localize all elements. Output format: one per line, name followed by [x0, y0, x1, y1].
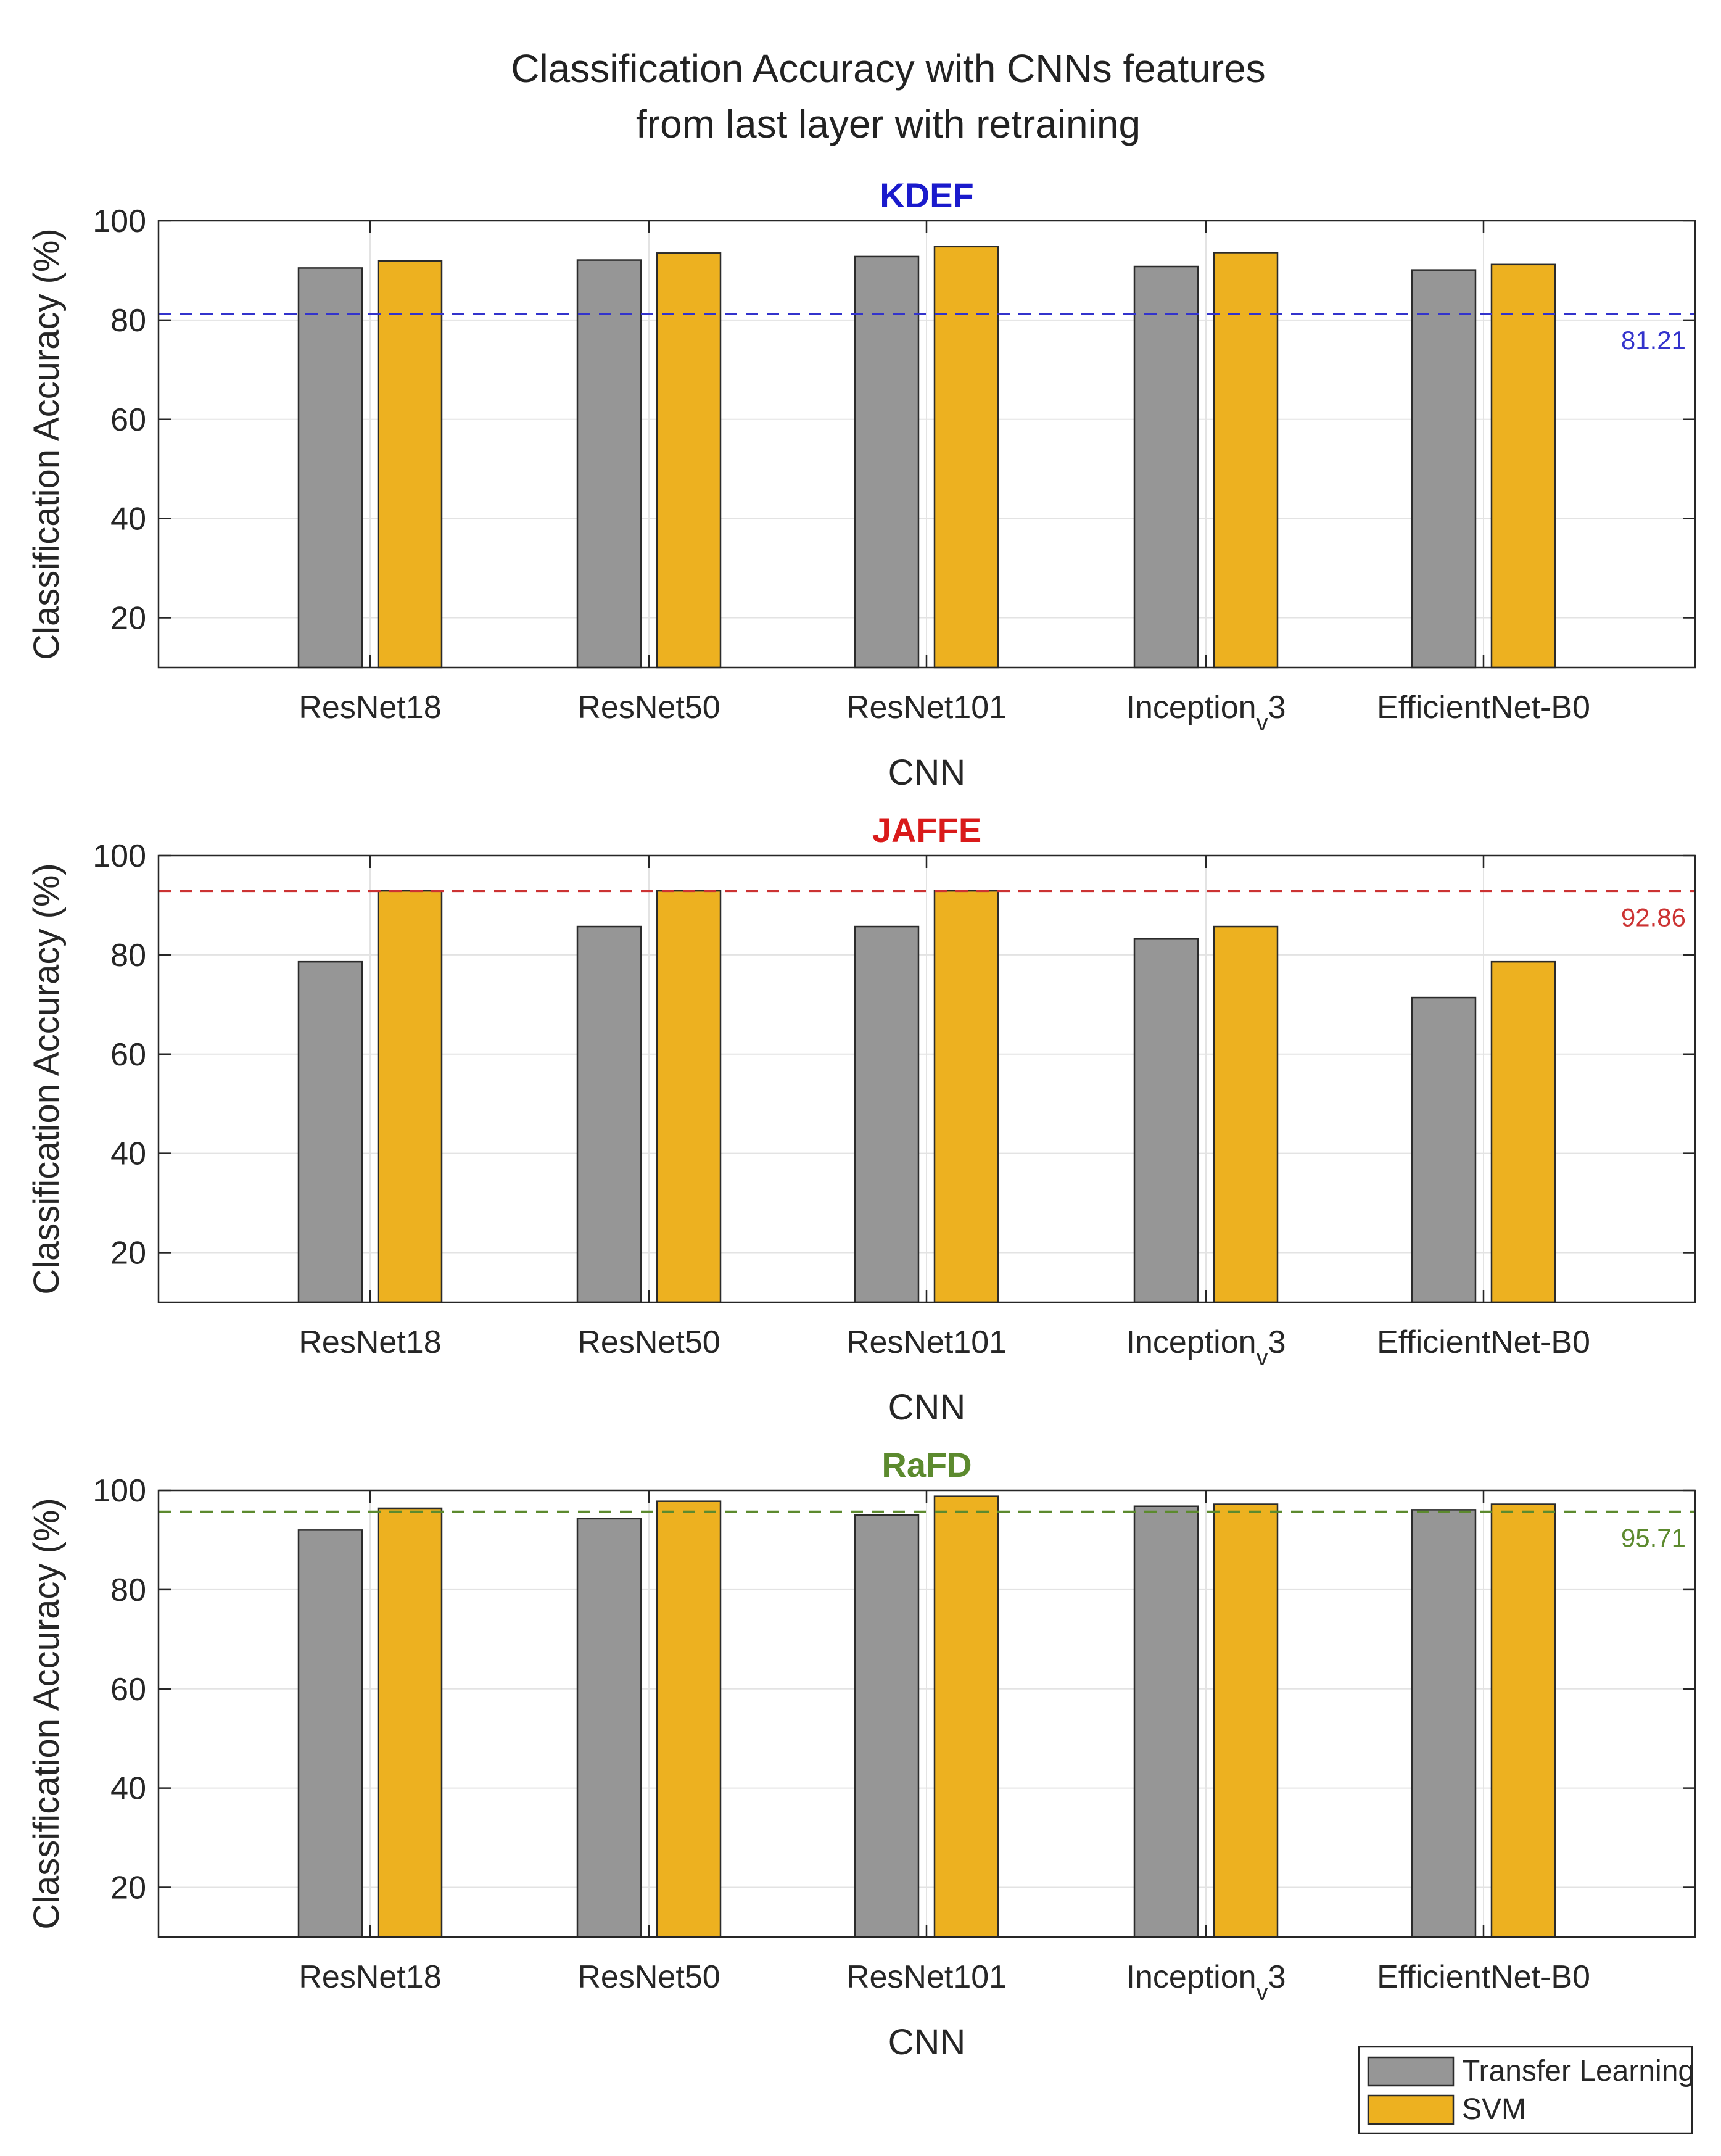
- reference-line-label: 81.21: [1621, 326, 1686, 355]
- x-axis-label: CNN: [888, 1387, 966, 1427]
- bar-transfer-learning-resnet101: [854, 1514, 920, 1938]
- x-tick-label: ResNet101: [846, 1959, 1007, 1995]
- bar-svm-inception-v3: [1213, 925, 1279, 1303]
- bar-svm-resnet18: [377, 260, 443, 669]
- bar-transfer-learning-resnet18: [297, 267, 363, 669]
- y-tick-label: 80: [110, 303, 146, 339]
- x-axis-label: CNN: [888, 753, 966, 793]
- y-tick-label: 80: [110, 1572, 146, 1608]
- chart-panels: 81.21 20 40 60 80 100 ResNet18 ResNet50 ResNet10…: [27, 176, 1696, 2062]
- legend-label: SVM: [1462, 2093, 1526, 2126]
- y-tick-label: 100: [93, 1473, 146, 1509]
- y-tick-label: 80: [110, 938, 146, 973]
- bar-svm-efficientnet-b0: [1490, 263, 1556, 669]
- bar-svm-resnet101: [933, 890, 999, 1303]
- bar-transfer-learning-resnet50: [576, 259, 642, 669]
- figure-title-line1: Classification Accuracy with CNNs featur…: [511, 46, 1266, 91]
- x-tick-label: EfficientNet-B0: [1377, 1324, 1590, 1360]
- bar-transfer-learning-resnet18: [297, 1529, 363, 1938]
- panel-title: KDEF: [880, 176, 973, 215]
- bar-svm-resnet50: [656, 252, 722, 669]
- bar-transfer-learning-inception-v3: [1133, 265, 1199, 669]
- bar-svm-inception-v3: [1213, 252, 1279, 669]
- bar-svm-resnet50: [656, 890, 722, 1303]
- x-tick-label: EfficientNet-B0: [1377, 690, 1590, 725]
- y-tick-label: 20: [110, 1870, 146, 1906]
- x-tick-label: Inceptionv3: [1126, 690, 1286, 736]
- y-tick-label: 60: [110, 1037, 146, 1073]
- x-tick-label: ResNet18: [299, 690, 441, 725]
- legend-swatch: [1367, 2056, 1455, 2087]
- x-tick-label: Inceptionv3: [1126, 1959, 1286, 2005]
- reference-line-label: 92.86: [1621, 902, 1686, 931]
- bar-transfer-learning-resnet101: [854, 925, 920, 1303]
- bar-transfer-learning-inception-v3: [1133, 938, 1199, 1303]
- x-tick-label: ResNet101: [846, 690, 1007, 725]
- bar-svm-resnet101: [933, 246, 999, 669]
- y-tick-label: 60: [110, 1672, 146, 1708]
- bar-transfer-learning-inception-v3: [1133, 1505, 1199, 1938]
- bar-transfer-learning-efficientnet-b0: [1411, 996, 1477, 1303]
- legend: Transfer Learning SVM: [1358, 2046, 1694, 2134]
- y-axis-label: Classification Accuracy (%): [27, 228, 67, 659]
- chart-panel-rafd: 95.71 20 40 60 80 100 ResNet18 ResNet50 ResNet10…: [27, 1445, 1696, 2062]
- y-axis-label: Classification Accuracy (%): [27, 1498, 67, 1929]
- y-tick-label: 100: [93, 204, 146, 239]
- y-axis-label: Classification Accuracy (%): [27, 863, 67, 1294]
- legend-swatch: [1367, 2094, 1455, 2125]
- y-tick-label: 60: [110, 402, 146, 438]
- bar-svm-resnet18: [377, 1507, 443, 1938]
- bar-svm-efficientnet-b0: [1490, 1503, 1556, 1938]
- figure-title-line2: from last layer with retraining: [636, 102, 1141, 146]
- bar-svm-resnet50: [656, 1500, 722, 1938]
- x-tick-label: Inceptionv3: [1126, 1324, 1286, 1371]
- bar-transfer-learning-efficientnet-b0: [1411, 1509, 1477, 1938]
- y-tick-label: 40: [110, 1771, 146, 1807]
- y-tick-label: 40: [110, 502, 146, 537]
- x-tick-label: ResNet50: [577, 690, 720, 725]
- x-tick-label: ResNet18: [299, 1324, 441, 1360]
- bar-svm-inception-v3: [1213, 1503, 1279, 1938]
- chart-panel-jaffe: 92.86 20 40 60 80 100 ResNet18 ResNet50 ResNet10…: [27, 811, 1696, 1427]
- legend-label: Transfer Learning: [1462, 2055, 1694, 2088]
- bar-svm-efficientnet-b0: [1490, 960, 1556, 1303]
- x-axis-label: CNN: [888, 2022, 966, 2062]
- reference-line-label: 95.71: [1621, 1524, 1686, 1553]
- bar-svm-resnet18: [377, 890, 443, 1303]
- y-tick-label: 40: [110, 1136, 146, 1172]
- y-tick-label: 20: [110, 601, 146, 637]
- x-tick-label: EfficientNet-B0: [1377, 1959, 1590, 1995]
- x-tick-label: ResNet50: [577, 1959, 720, 1995]
- x-tick-label: ResNet18: [299, 1959, 441, 1995]
- x-tick-label: ResNet50: [577, 1324, 720, 1360]
- panel-title: JAFFE: [872, 811, 981, 849]
- panel-title: RaFD: [881, 1445, 972, 1484]
- bar-svm-resnet101: [933, 1495, 999, 1938]
- bar-transfer-learning-efficientnet-b0: [1411, 269, 1477, 669]
- y-tick-label: 20: [110, 1236, 146, 1271]
- x-tick-label: ResNet101: [846, 1324, 1007, 1360]
- bar-transfer-learning-resnet18: [297, 960, 363, 1303]
- y-tick-label: 100: [93, 838, 146, 874]
- bar-transfer-learning-resnet50: [576, 1518, 642, 1938]
- chart-panel-kdef: 81.21 20 40 60 80 100 ResNet18 ResNet50 ResNet10…: [27, 176, 1696, 793]
- bar-transfer-learning-resnet50: [576, 925, 642, 1303]
- bar-transfer-learning-resnet101: [854, 255, 920, 669]
